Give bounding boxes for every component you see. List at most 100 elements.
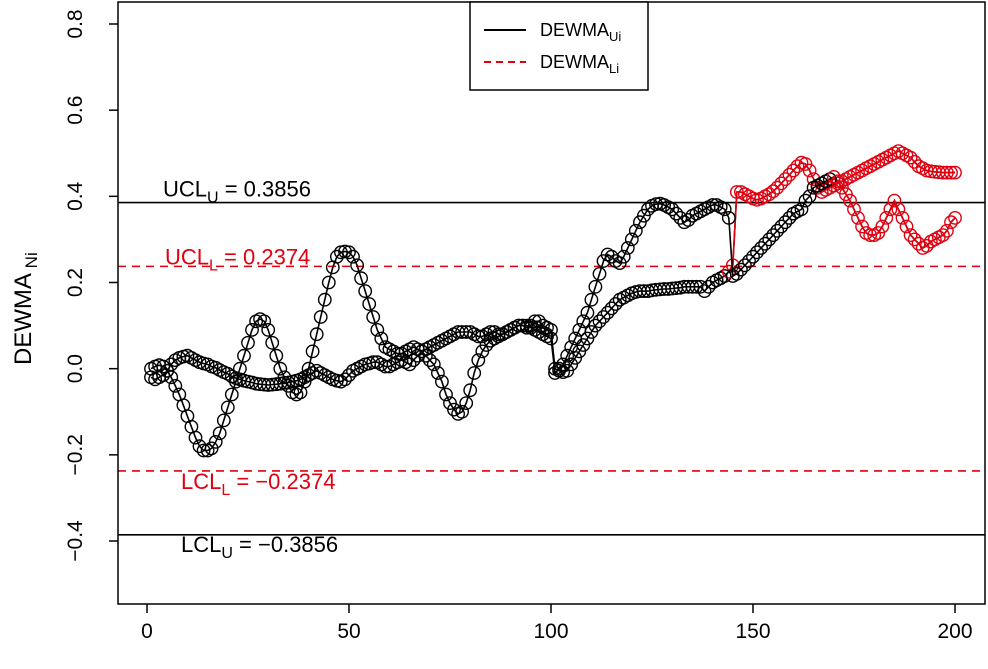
data-point [552,361,566,376]
data-point [455,404,469,419]
data-point [354,271,368,286]
data-point [790,159,805,174]
data-point [212,426,227,441]
data-point [786,163,801,178]
data-point [766,228,781,243]
data-point [245,322,259,337]
data-point [220,400,235,415]
data-point [665,202,680,217]
data-point [216,413,231,428]
x-tick-label: 100 [533,620,568,643]
y-tick-label: 0.2 [64,268,87,297]
data-point [584,292,599,307]
data-point [641,202,655,217]
data-point [940,165,954,180]
data-point [261,322,276,337]
data-point [944,215,958,230]
data-point [843,193,857,208]
series-group [144,169,962,458]
control-limit-label: UCLL = 0.2374 [165,244,310,274]
data-point [241,335,255,350]
data-point [669,206,684,221]
data-point [717,202,732,217]
data-point [390,346,405,361]
data-point [358,284,373,298]
legend-box [469,1,649,91]
data-point [875,219,890,234]
x-tick-label: 200 [937,620,972,643]
series-line-highlight [833,176,956,249]
data-point [798,193,813,208]
data-point [742,254,756,268]
control-limit-label: UCLU = 0.3856 [163,177,311,207]
data-point [463,383,478,398]
data-point [944,165,958,180]
data-point [560,348,575,363]
axes-layer: 0 50 100 150 200 −0.4 −0.2 0.0 0.2 0.4 0.6 0.8 DEWMA… [10,1,986,643]
data-point [224,387,239,402]
data-point [734,262,748,277]
data-point [237,348,251,363]
data-point [366,310,381,324]
y-tick-label: 0.4 [64,181,87,211]
y-tick-label: 0.0 [64,354,87,383]
data-point [782,167,797,182]
data-point [346,249,360,264]
data-point [826,169,841,184]
data-point [746,249,760,264]
data-point [564,340,579,354]
data-point [265,335,280,350]
data-point [697,284,712,298]
data-point [600,305,615,320]
data-point [750,245,764,260]
data-point [774,219,789,234]
data-point [705,198,720,212]
data-point [321,275,336,290]
data-point [895,210,910,225]
data-point [313,310,328,324]
data-point [366,355,381,370]
data-point [305,344,320,359]
data-point [556,357,570,372]
control-limit-label: LCLL = −0.2374 [181,469,335,499]
data-point [778,172,793,187]
data-point [208,434,223,449]
data-point [863,228,878,243]
control-limit-label: LCLU = −0.3856 [181,532,338,562]
data-point [414,344,429,359]
data-point [402,357,417,372]
data-point [471,329,486,344]
data-point [269,348,284,363]
data-point [277,370,292,385]
data-point [544,331,558,346]
y-tick-label: −0.4 [64,520,87,562]
y-axis-title: DEWMA Ni [10,252,41,365]
data-point [228,374,243,389]
legend-label: DEWMAUi [540,20,621,44]
data-point [802,163,817,178]
data-point [604,301,619,316]
data-point [350,258,364,273]
data-point [883,202,898,217]
x-tick-label: 50 [337,620,360,643]
data-point [802,189,817,204]
y-tick-label: −0.2 [64,434,87,475]
data-point [156,359,171,374]
data-point [273,361,288,376]
data-point [903,228,918,243]
data-point [196,443,211,458]
data-point [220,366,235,381]
data-point [588,279,603,294]
data-point [317,292,332,307]
x-tick-label: 0 [141,620,153,643]
data-point [948,165,962,180]
data-point [903,150,918,165]
data-point [729,266,744,281]
data-point [907,232,922,247]
data-point [576,314,591,329]
data-point [434,374,449,389]
data-point [794,202,809,217]
data-point [685,279,700,294]
data-point [774,176,789,191]
